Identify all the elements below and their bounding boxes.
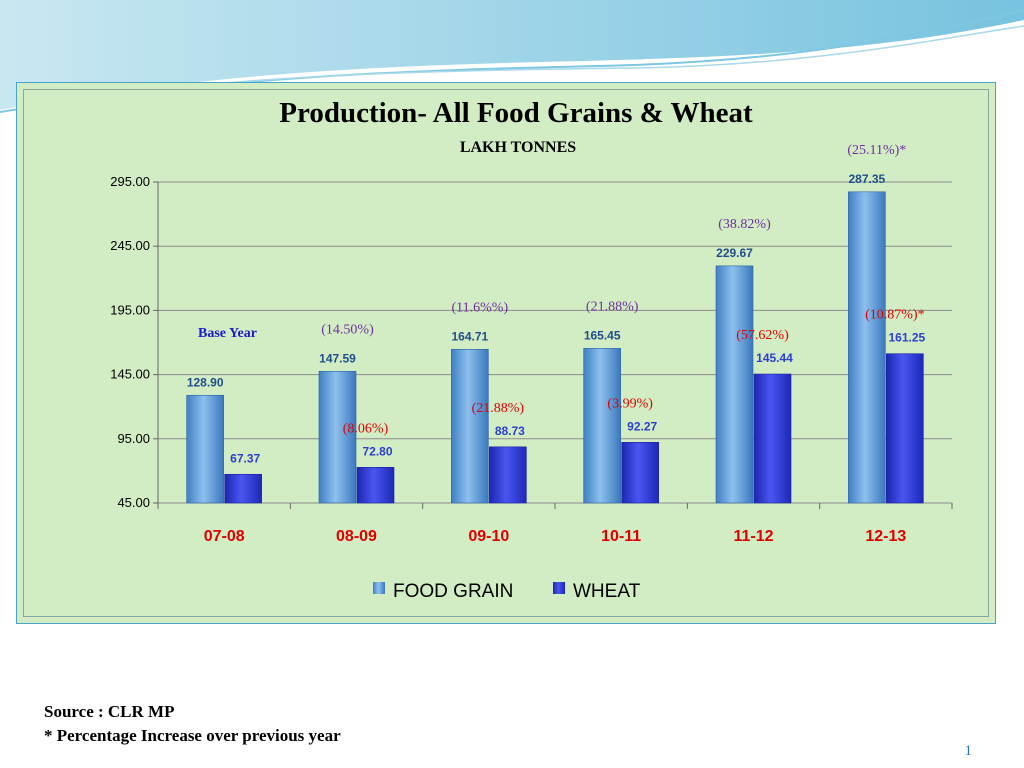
y-tick-label: 195.00	[110, 302, 150, 317]
bar-food-grain	[583, 348, 621, 504]
data-label-food-grain: 165.45	[584, 328, 621, 342]
y-axis-ticks: 45.00 95.00 145.00 195.00 245.00 295.00	[110, 174, 150, 510]
chart-frame	[16, 82, 996, 624]
x-tick-label: 08-09	[336, 528, 377, 545]
footnote: * Percentage Increase over previous year	[44, 726, 341, 745]
data-label-food-grain: 287.35	[848, 172, 885, 186]
data-labels: 128.90 67.37 147.59 72.80 (14.50%) (8.06%) 164…	[187, 143, 926, 465]
x-tick-label: 07-08	[204, 528, 245, 545]
page-number: 1	[964, 743, 973, 759]
bar-wheat	[753, 373, 792, 504]
chart-title: Production- All Food Grains & Wheat	[279, 97, 753, 129]
pct-change-food-grain: (25.11%)*	[847, 143, 906, 158]
data-label-food-grain: 128.90	[187, 375, 224, 389]
source-note: Source : CLR MP * Percentage Increase ov…	[44, 700, 341, 748]
data-label-wheat: 145.44	[756, 351, 793, 365]
legend-swatch-wheat	[553, 582, 565, 594]
y-tick-label: 295.00	[110, 174, 150, 189]
pct-change-wheat: (57.62%)	[736, 328, 789, 343]
base-year-label: Base Year	[198, 326, 257, 341]
data-label-wheat: 88.73	[495, 424, 525, 438]
x-tick-label: 11-12	[733, 528, 773, 545]
y-tick-label: 45.00	[117, 495, 150, 510]
bar-wheat	[886, 353, 924, 504]
data-label-food-grain: 229.67	[716, 246, 753, 260]
data-label-wheat: 92.27	[627, 419, 657, 433]
header-wave	[0, 0, 1024, 110]
bar-wheat	[621, 442, 659, 504]
bar-wheat	[224, 473, 262, 504]
pct-change-wheat: (3.99%)	[607, 396, 653, 411]
x-tick-label: 12-13	[865, 528, 906, 545]
chart-frame-border	[23, 89, 989, 617]
legend-label-wheat: WHEAT	[573, 581, 641, 602]
y-tick-label: 245.00	[110, 238, 150, 253]
data-label-wheat: 161.25	[888, 331, 925, 345]
gridlines	[153, 181, 953, 509]
x-tick-label: 10-11	[601, 528, 641, 545]
y-tick-label: 95.00	[117, 431, 150, 446]
bar-food-grain	[451, 348, 489, 504]
chart-subtitle: LAKH TONNES	[460, 139, 576, 156]
y-tick-label: 145.00	[110, 367, 150, 382]
pct-change-food-grain: (11.6%%)	[452, 300, 509, 315]
pct-change-wheat: (8.06%)	[343, 421, 389, 436]
data-label-food-grain: 147.59	[319, 351, 356, 365]
pct-change-wheat: (10.87%)*	[865, 308, 925, 323]
legend-swatch-food-grain	[373, 582, 385, 594]
legend: FOOD GRAIN WHEAT	[373, 581, 641, 602]
pct-change-wheat: (21.88%)	[472, 401, 525, 416]
data-label-wheat: 72.80	[362, 444, 392, 458]
pct-change-food-grain: (21.88%)	[586, 299, 639, 314]
bar-food-grain	[318, 370, 357, 504]
legend-label-food-grain: FOOD GRAIN	[393, 581, 513, 602]
data-label-wheat: 67.37	[230, 451, 260, 465]
bars	[186, 191, 924, 504]
source-label: Source : CLR MP	[44, 702, 175, 721]
x-tick-label: 09-10	[468, 528, 509, 545]
bar-food-grain	[848, 191, 886, 504]
bar-wheat	[356, 467, 395, 504]
pct-change-food-grain: (14.50%)	[321, 322, 374, 337]
bar-food-grain	[715, 265, 754, 504]
pct-change-food-grain: (38.82%)	[718, 217, 771, 232]
x-axis-ticks: 07-08 08-09 09-10 10-11 11-12 12-13	[204, 528, 907, 545]
bar-wheat	[489, 446, 527, 504]
bar-food-grain	[186, 394, 224, 504]
data-label-food-grain: 164.71	[451, 329, 488, 343]
